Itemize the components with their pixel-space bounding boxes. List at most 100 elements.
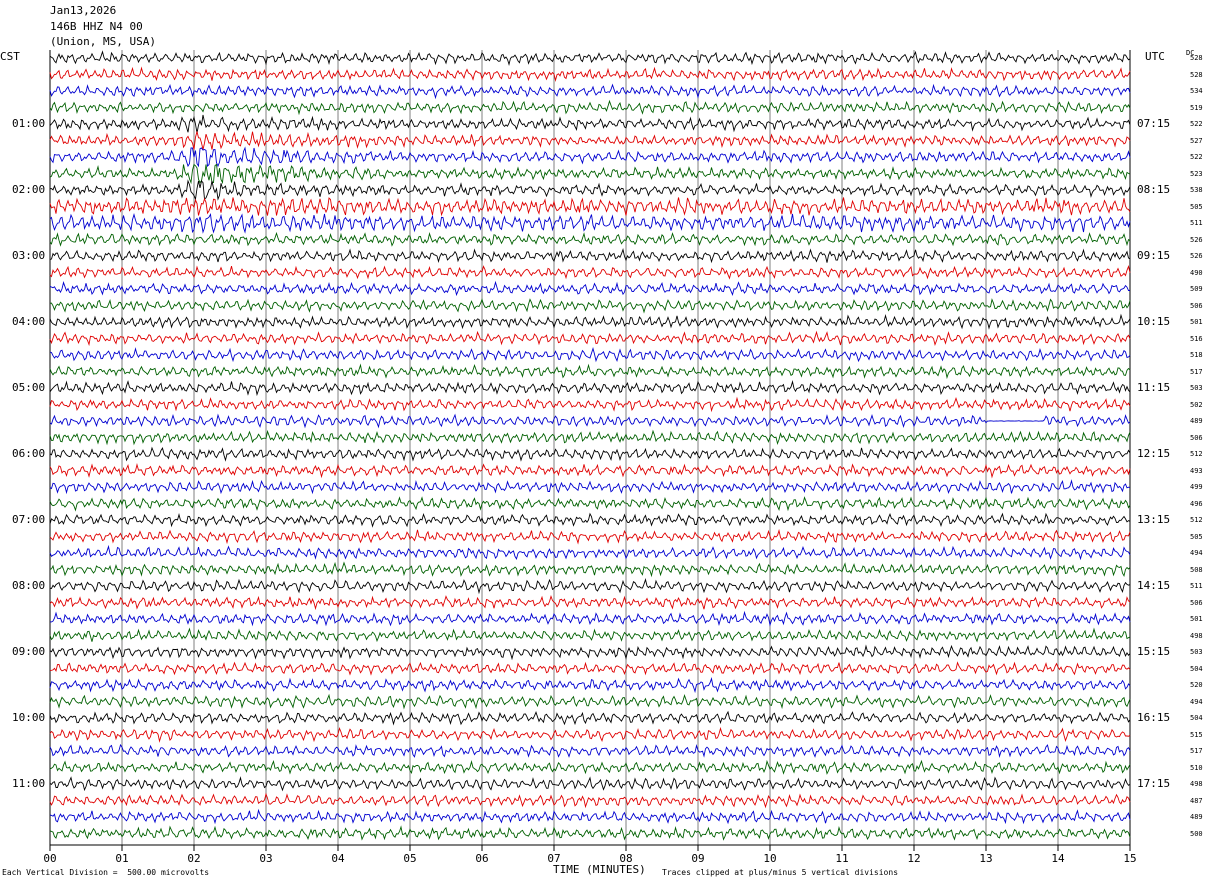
- dc-offset-label: 503: [1190, 384, 1203, 392]
- trace-row-11: [49, 231, 1131, 247]
- left-time-label: 01:00: [12, 117, 46, 130]
- dc-offset-label: 503: [1190, 648, 1203, 656]
- station-id: 146B HHZ N4 00: [50, 20, 143, 33]
- left-time-label: 08:00: [12, 579, 46, 592]
- trace-row-27: [49, 496, 1131, 512]
- trace-row-37: [49, 661, 1131, 676]
- dc-offset-label: 489: [1190, 417, 1203, 425]
- dc-offset-label: 501: [1190, 615, 1203, 623]
- dc-offset-label: 517: [1190, 747, 1203, 755]
- dc-offset-label: 528: [1190, 54, 1203, 62]
- left-time-label: 05:00: [12, 381, 46, 394]
- trace-row-32: [49, 577, 1131, 595]
- x-tick-label: 15: [1123, 852, 1136, 865]
- dc-offset-label: 528: [1190, 70, 1203, 79]
- trace-row-22: [49, 413, 1131, 429]
- x-tick-label: 14: [1051, 852, 1065, 865]
- dc-offset-label: 523: [1190, 169, 1203, 178]
- trace-row-26: [49, 479, 1131, 495]
- trace-row-20: [49, 380, 1131, 397]
- dc-offset-label: 505: [1190, 202, 1203, 211]
- plot-date: Jan13,2026: [50, 4, 117, 17]
- dc-header-label: DC: [1186, 49, 1195, 57]
- right-time-label: 11:15: [1137, 381, 1171, 394]
- seismic-traces: [49, 50, 1131, 841]
- trace-row-16: [49, 313, 1131, 330]
- right-time-label: 08:15: [1137, 183, 1171, 196]
- left-time-label: 09:00: [12, 645, 46, 658]
- dc-offset-label: 494: [1190, 549, 1203, 557]
- dc-offset-label: 508: [1190, 565, 1203, 574]
- x-tick-label: 06: [475, 852, 488, 865]
- trace-row-17: [49, 330, 1131, 347]
- right-time-label: 14:15: [1137, 579, 1171, 592]
- dc-offset-label: 516: [1190, 334, 1203, 343]
- dc-offset-label: 534: [1190, 87, 1203, 95]
- trace-row-35: [49, 627, 1131, 643]
- trace-row-40: [49, 710, 1131, 726]
- dc-offset-label: 505: [1190, 532, 1203, 541]
- dc-offset-label: 526: [1190, 252, 1203, 260]
- x-tick-label: 00: [43, 852, 56, 865]
- right-time-label: 07:15: [1137, 117, 1171, 130]
- trace-row-24: [49, 446, 1131, 462]
- trace-row-1: [49, 66, 1131, 82]
- x-tick-label: 05: [403, 852, 416, 865]
- dc-offset-label: 510: [1190, 763, 1203, 772]
- dc-offset-label: 498: [1190, 780, 1203, 788]
- dc-offset-label: 512: [1190, 516, 1203, 524]
- x-tick-label: 01: [115, 852, 128, 865]
- trace-row-5: [49, 131, 1131, 150]
- dc-offset-label: 499: [1190, 483, 1203, 491]
- x-tick-label: 07: [547, 852, 560, 865]
- right-time-label: 13:15: [1137, 513, 1171, 526]
- right-time-label: 15:15: [1137, 645, 1171, 658]
- dc-offset-label: 494: [1190, 697, 1203, 706]
- left-time-label: 06:00: [12, 447, 46, 460]
- right-time-label: 17:15: [1137, 777, 1171, 790]
- dc-offset-label: 501: [1190, 318, 1203, 326]
- trace-row-41: [49, 726, 1131, 743]
- minute-grid: [49, 50, 1131, 845]
- station-location: (Union, MS, USA): [50, 35, 156, 48]
- left-time-label: 07:00: [12, 513, 46, 526]
- trace-row-19: [49, 363, 1131, 380]
- x-tick-label: 09: [691, 852, 704, 865]
- trace-row-33: [49, 594, 1131, 611]
- dc-offset-label: 498: [1190, 631, 1203, 640]
- trace-row-2: [49, 83, 1131, 100]
- dc-offset-label: 506: [1190, 598, 1203, 607]
- right-time-label: 09:15: [1137, 249, 1171, 262]
- trace-row-29: [49, 528, 1131, 545]
- left-time-label: 02:00: [12, 183, 46, 196]
- left-time-label: 04:00: [12, 315, 46, 328]
- trace-row-4: [49, 114, 1131, 134]
- trace-row-36: [49, 644, 1131, 661]
- left-timezone-label: CST: [0, 50, 20, 63]
- dc-offset-label: 504: [1190, 664, 1203, 673]
- trace-row-44: [49, 776, 1131, 792]
- left-time-label: 03:00: [12, 249, 46, 262]
- x-axis-label: TIME (MINUTES): [553, 863, 646, 876]
- trace-row-3: [49, 99, 1131, 116]
- trace-row-45: [49, 792, 1131, 809]
- left-time-label: 11:00: [12, 777, 46, 790]
- x-tick-label: 10: [763, 852, 776, 865]
- trace-row-47: [49, 825, 1131, 841]
- trace-row-10: [49, 212, 1131, 234]
- x-tick-label: 13: [979, 852, 992, 865]
- dc-offset-label: 496: [1190, 499, 1203, 508]
- dc-offset-label: 538: [1190, 186, 1203, 194]
- x-tick-label: 12: [907, 852, 920, 865]
- trace-row-30: [49, 544, 1131, 561]
- dc-offset-label: 519: [1190, 103, 1203, 112]
- x-tick-label: 11: [835, 852, 848, 865]
- trace-row-8: [49, 179, 1131, 201]
- dc-offset-label: 504: [1190, 714, 1203, 722]
- dc-offset-label: 509: [1190, 285, 1203, 293]
- dc-offset-label: 500: [1190, 829, 1203, 838]
- trace-row-0: [49, 50, 1131, 66]
- dc-offset-label: 517: [1190, 367, 1203, 376]
- dc-offset-label: 526: [1190, 235, 1203, 244]
